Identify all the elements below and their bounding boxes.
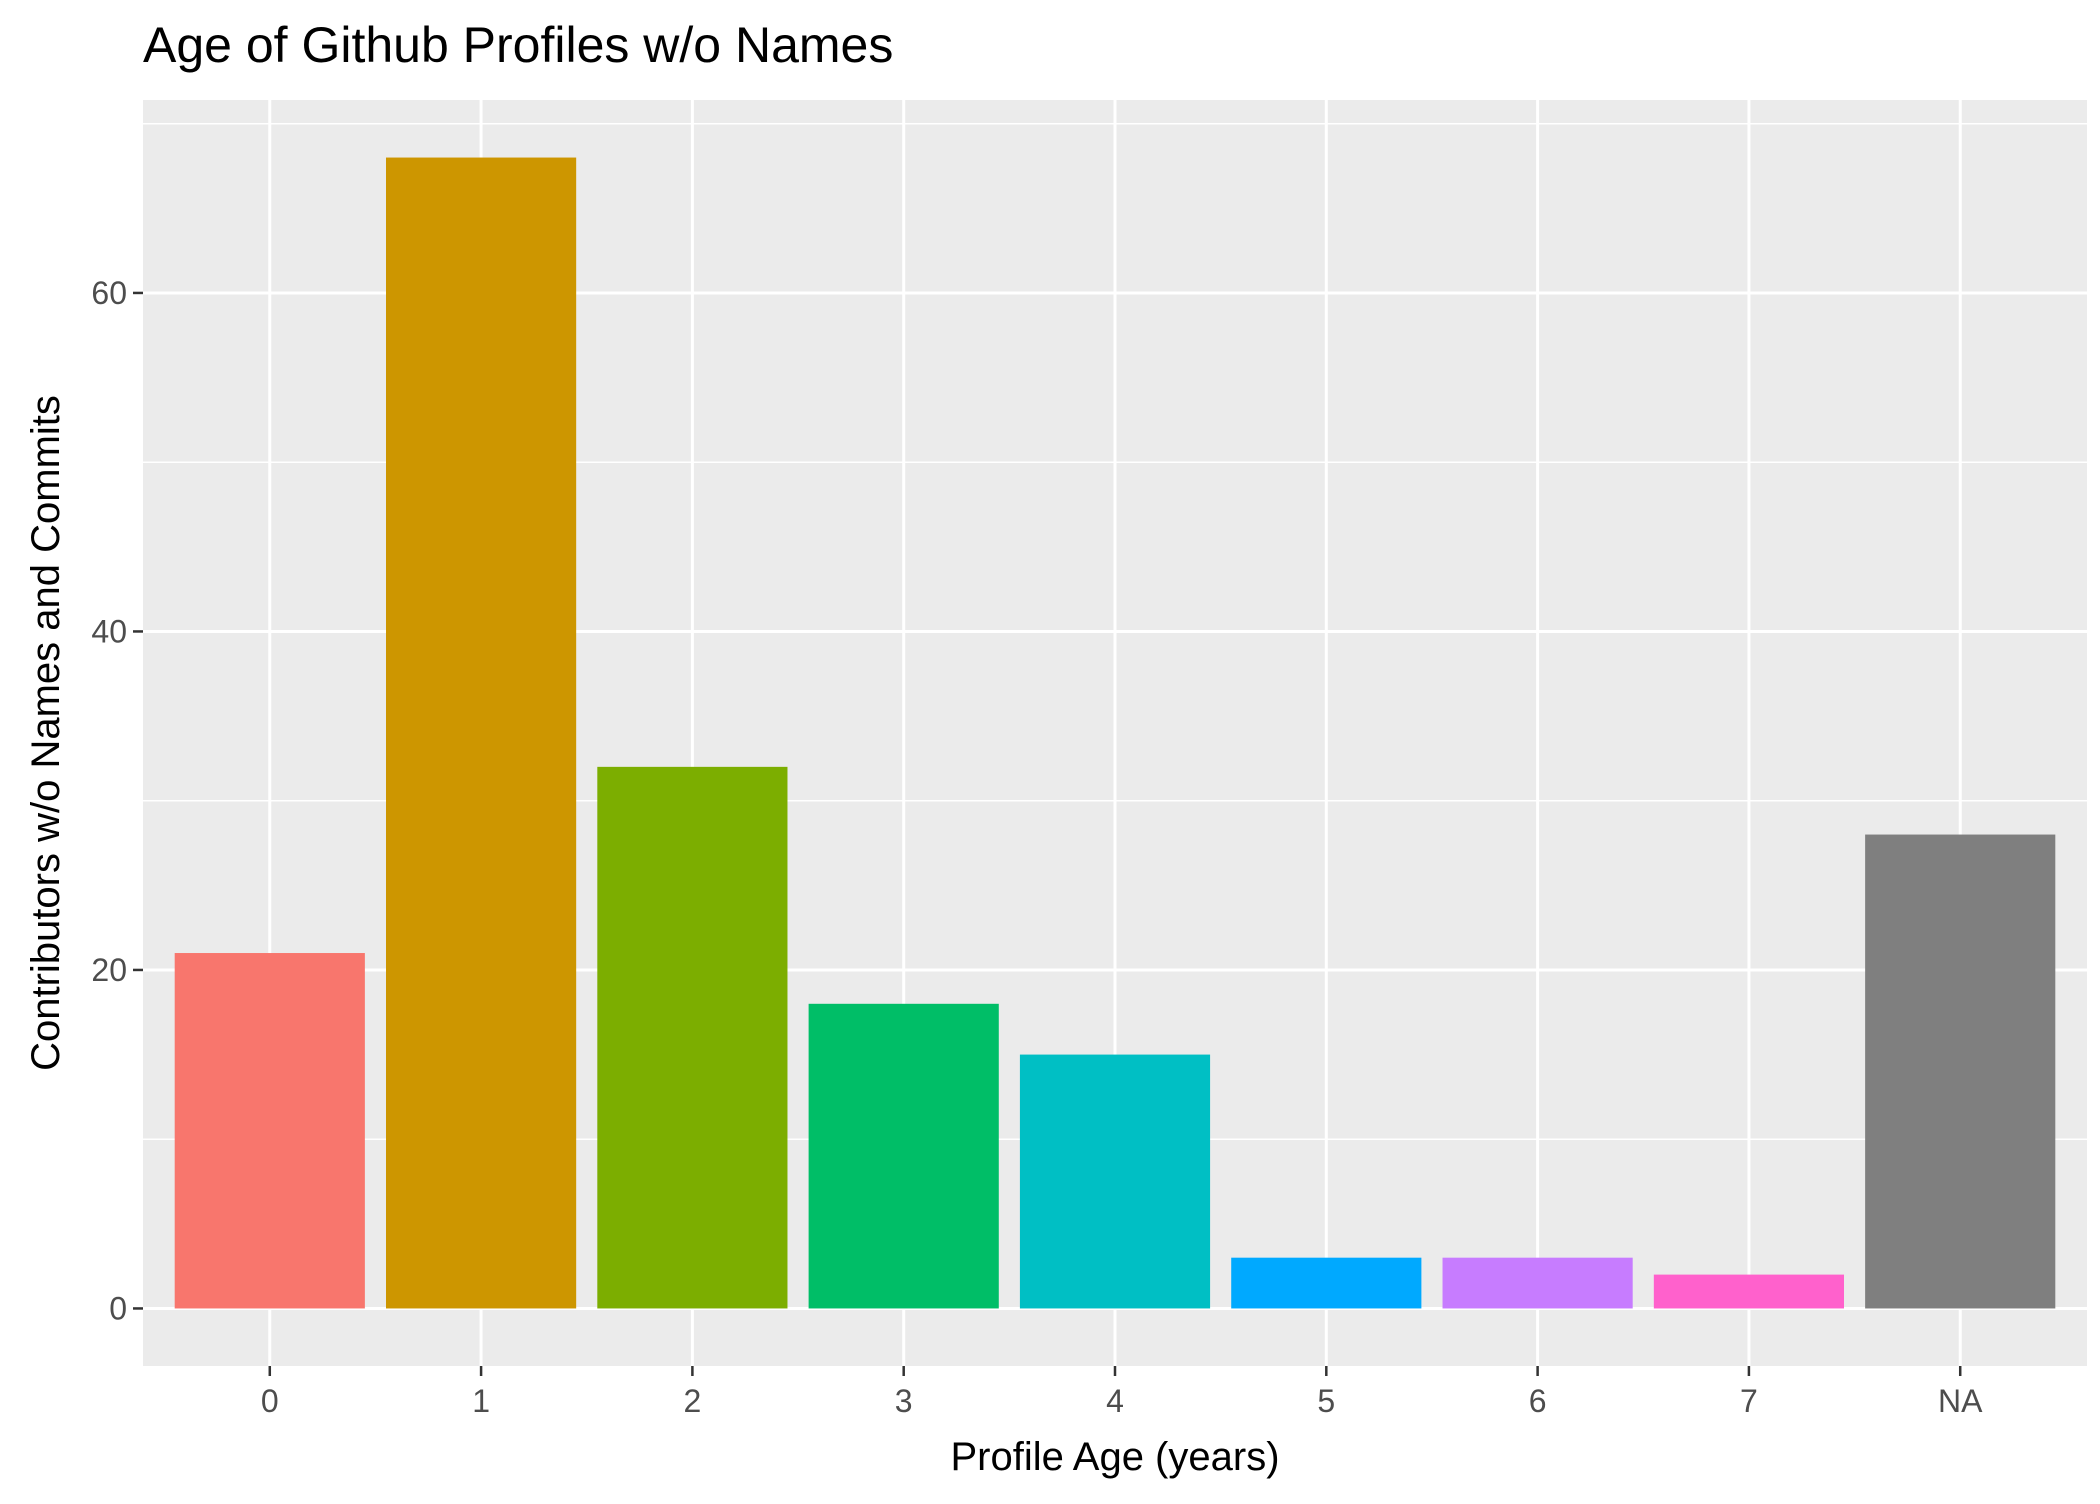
bars — [174, 157, 2056, 1309]
y-axis: 0 20 40 60 — [91, 275, 143, 1326]
bar-0 — [174, 953, 365, 1309]
bar-2 — [597, 766, 788, 1309]
chart-title: Age of Github Profiles w/o Names — [143, 17, 893, 73]
x-axis-title: Profile Age (years) — [950, 1435, 1279, 1479]
y-tick-label: 0 — [109, 1290, 127, 1326]
x-tick-label: 0 — [261, 1383, 279, 1419]
y-tick-label: 20 — [91, 952, 127, 988]
x-tick-label: 7 — [1740, 1383, 1758, 1419]
bar-na — [1865, 834, 2056, 1309]
bar-6 — [1442, 1257, 1633, 1309]
x-axis: 0 1 2 3 4 5 6 7 NA — [261, 1366, 1983, 1419]
x-tick-label: 2 — [683, 1383, 701, 1419]
x-tick-label: 4 — [1106, 1383, 1124, 1419]
x-tick-label: 3 — [895, 1383, 913, 1419]
x-tick-label: 1 — [472, 1383, 490, 1419]
bar-1 — [386, 157, 577, 1309]
bar-5 — [1231, 1257, 1422, 1309]
y-tick-label: 40 — [91, 613, 127, 649]
x-tick-label: 5 — [1317, 1383, 1335, 1419]
x-tick-label: NA — [1938, 1383, 1983, 1419]
bar-3 — [808, 1003, 999, 1309]
y-tick-label: 60 — [91, 275, 127, 311]
x-tick-label: 6 — [1529, 1383, 1547, 1419]
bar-4 — [1019, 1054, 1211, 1309]
bar-7 — [1653, 1274, 1844, 1309]
y-axis-title: Contributors w/o Names and Commits — [24, 395, 68, 1071]
